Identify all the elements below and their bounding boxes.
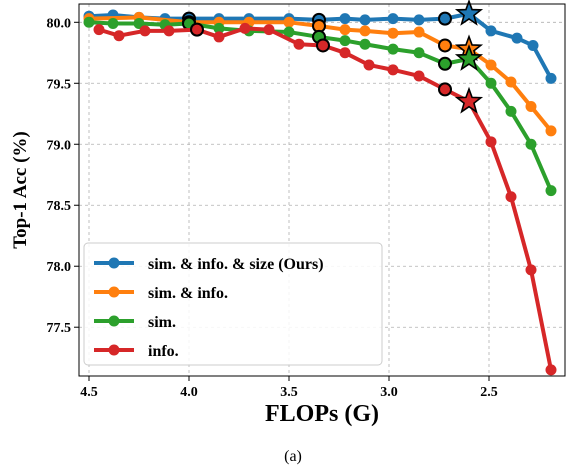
- legend-swatch-marker: [108, 344, 120, 356]
- data-point: [485, 136, 497, 148]
- y-axis-label: Top-1 Acc (%): [10, 131, 31, 249]
- plot-frame: [78, 3, 566, 377]
- data-point: [359, 25, 371, 37]
- data-point: [93, 24, 105, 36]
- data-point: [485, 59, 497, 71]
- data-point: [545, 72, 557, 84]
- legend-swatch-marker: [108, 286, 120, 298]
- legend-label: sim.: [148, 314, 176, 331]
- data-point: [163, 25, 175, 37]
- data-point: [387, 43, 399, 55]
- data-point: [505, 76, 517, 88]
- data-point: [505, 105, 517, 117]
- legend-item: info.: [94, 343, 179, 360]
- legend: sim. & info. & size (Ours) sim. & info. si…: [83, 242, 383, 366]
- legend-label: sim. & info. & size (Ours): [148, 256, 324, 273]
- data-point: [359, 14, 371, 26]
- data-point: [339, 35, 351, 47]
- data-point: [527, 39, 539, 51]
- data-point: [505, 191, 517, 203]
- star-point: [454, 86, 484, 114]
- legend-item: sim. & info. & size (Ours): [94, 256, 324, 273]
- data-point: [485, 77, 497, 89]
- x-axis-label: FLOPs (G): [265, 401, 379, 427]
- legend-swatch-marker: [108, 315, 120, 327]
- data-point: [545, 185, 557, 197]
- y-tick-label: 80.0: [47, 16, 72, 31]
- data-point: [485, 25, 497, 37]
- series-2: [83, 16, 557, 197]
- data-point: [545, 364, 557, 376]
- data-point: [387, 27, 399, 39]
- x-tick-label: 4.0: [180, 385, 198, 400]
- star-point: [454, 0, 484, 26]
- data-point: [545, 125, 557, 137]
- y-tick-label: 78.5: [47, 199, 72, 214]
- data-point: [190, 22, 204, 37]
- legend-swatch-marker: [108, 257, 120, 269]
- data-point: [139, 25, 151, 37]
- legend-box: [83, 242, 383, 366]
- data-point: [525, 138, 537, 150]
- x-tick-label: 2.5: [480, 385, 498, 400]
- data-point: [339, 13, 351, 25]
- data-point: [239, 22, 251, 34]
- data-point: [316, 38, 330, 53]
- data-point: [107, 18, 119, 30]
- data-point: [213, 31, 225, 43]
- data-point: [339, 47, 351, 59]
- series-3: [93, 22, 557, 376]
- data-point: [359, 38, 371, 50]
- data-point: [283, 16, 295, 28]
- data-point: [387, 64, 399, 76]
- data-point: [83, 16, 95, 28]
- y-tick-label: 78.0: [47, 260, 72, 275]
- legend-label: sim. & info.: [148, 285, 228, 302]
- data-point: [113, 30, 125, 42]
- data-point: [413, 14, 425, 26]
- star-point: [454, 44, 484, 71]
- data-point: [283, 26, 295, 38]
- series-layer: [83, 0, 557, 376]
- y-tick-label: 79.5: [47, 77, 72, 92]
- y-tick-label: 79.0: [47, 138, 72, 153]
- data-point: [387, 13, 399, 25]
- data-point: [525, 100, 537, 112]
- y-tick-label: 77.5: [47, 321, 72, 336]
- data-point: [438, 11, 452, 26]
- data-point: [413, 26, 425, 38]
- data-point: [339, 24, 351, 36]
- legend-item: sim.: [94, 314, 176, 331]
- data-point: [525, 264, 537, 276]
- data-point: [438, 38, 452, 53]
- legend-item: sim. & info.: [94, 285, 228, 302]
- x-tick-label: 3.0: [380, 385, 398, 400]
- data-point: [213, 22, 225, 34]
- data-point: [511, 32, 523, 44]
- x-tick-label: 4.5: [80, 385, 98, 400]
- data-point: [293, 38, 305, 50]
- data-point: [438, 56, 452, 71]
- figure-caption: (a): [284, 448, 302, 465]
- legend-label: info.: [148, 343, 179, 360]
- data-point: [413, 70, 425, 82]
- data-point: [413, 47, 425, 59]
- data-point: [438, 82, 452, 97]
- data-point: [363, 59, 375, 71]
- data-point: [263, 24, 275, 36]
- data-point: [133, 18, 145, 30]
- x-tick-label: 3.5: [280, 385, 298, 400]
- axis-ticks: 4.5 4.0 3.5 3.0 2.5 77.5 78.0 78.5 79.0 79.5 80.0: [47, 16, 498, 400]
